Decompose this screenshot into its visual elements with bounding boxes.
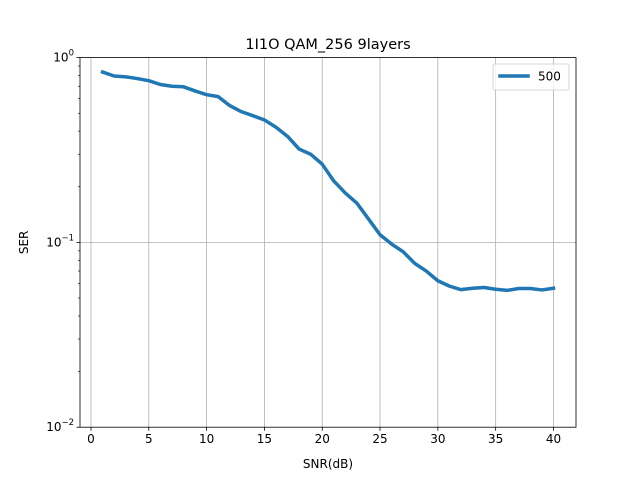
chart-title: 1I1O QAM_256 9layers [245, 37, 410, 53]
legend-box [492, 63, 570, 91]
y-tick-label: 10−2 [46, 418, 74, 434]
legend-label: 500 [538, 70, 561, 84]
grid [80, 57, 576, 428]
x-tick-label: 5 [145, 432, 153, 446]
y-tick-base: 10 [46, 420, 61, 434]
y-tick-exponent: −1 [61, 233, 74, 243]
y-tick-exponent: −2 [61, 418, 74, 428]
x-tick-label: 15 [257, 432, 272, 446]
x-tick-label: 40 [546, 432, 561, 446]
x-axis: 0 5 10 15 20 25 30 35 40 [87, 427, 561, 446]
x-axis-label: SNR(dB) [303, 457, 353, 471]
y-tick-label: 100 [53, 49, 74, 65]
x-tick-label: 30 [430, 432, 445, 446]
y-axis-label: SER [17, 231, 31, 255]
series-line-500 [100, 69, 556, 293]
y-tick-exponent: 0 [69, 49, 74, 59]
series-layer [100, 69, 556, 293]
x-tick-label: 20 [315, 432, 330, 446]
x-tick-label: 0 [87, 432, 95, 446]
y-tick-label: 10−1 [46, 233, 74, 249]
legend: 500 [492, 63, 570, 91]
x-tick-label: 25 [372, 432, 387, 446]
y-tick-base: 10 [53, 51, 68, 65]
x-tick-label: 10 [199, 432, 214, 446]
x-tick-label: 35 [488, 432, 503, 446]
y-tick-base: 10 [46, 235, 61, 249]
